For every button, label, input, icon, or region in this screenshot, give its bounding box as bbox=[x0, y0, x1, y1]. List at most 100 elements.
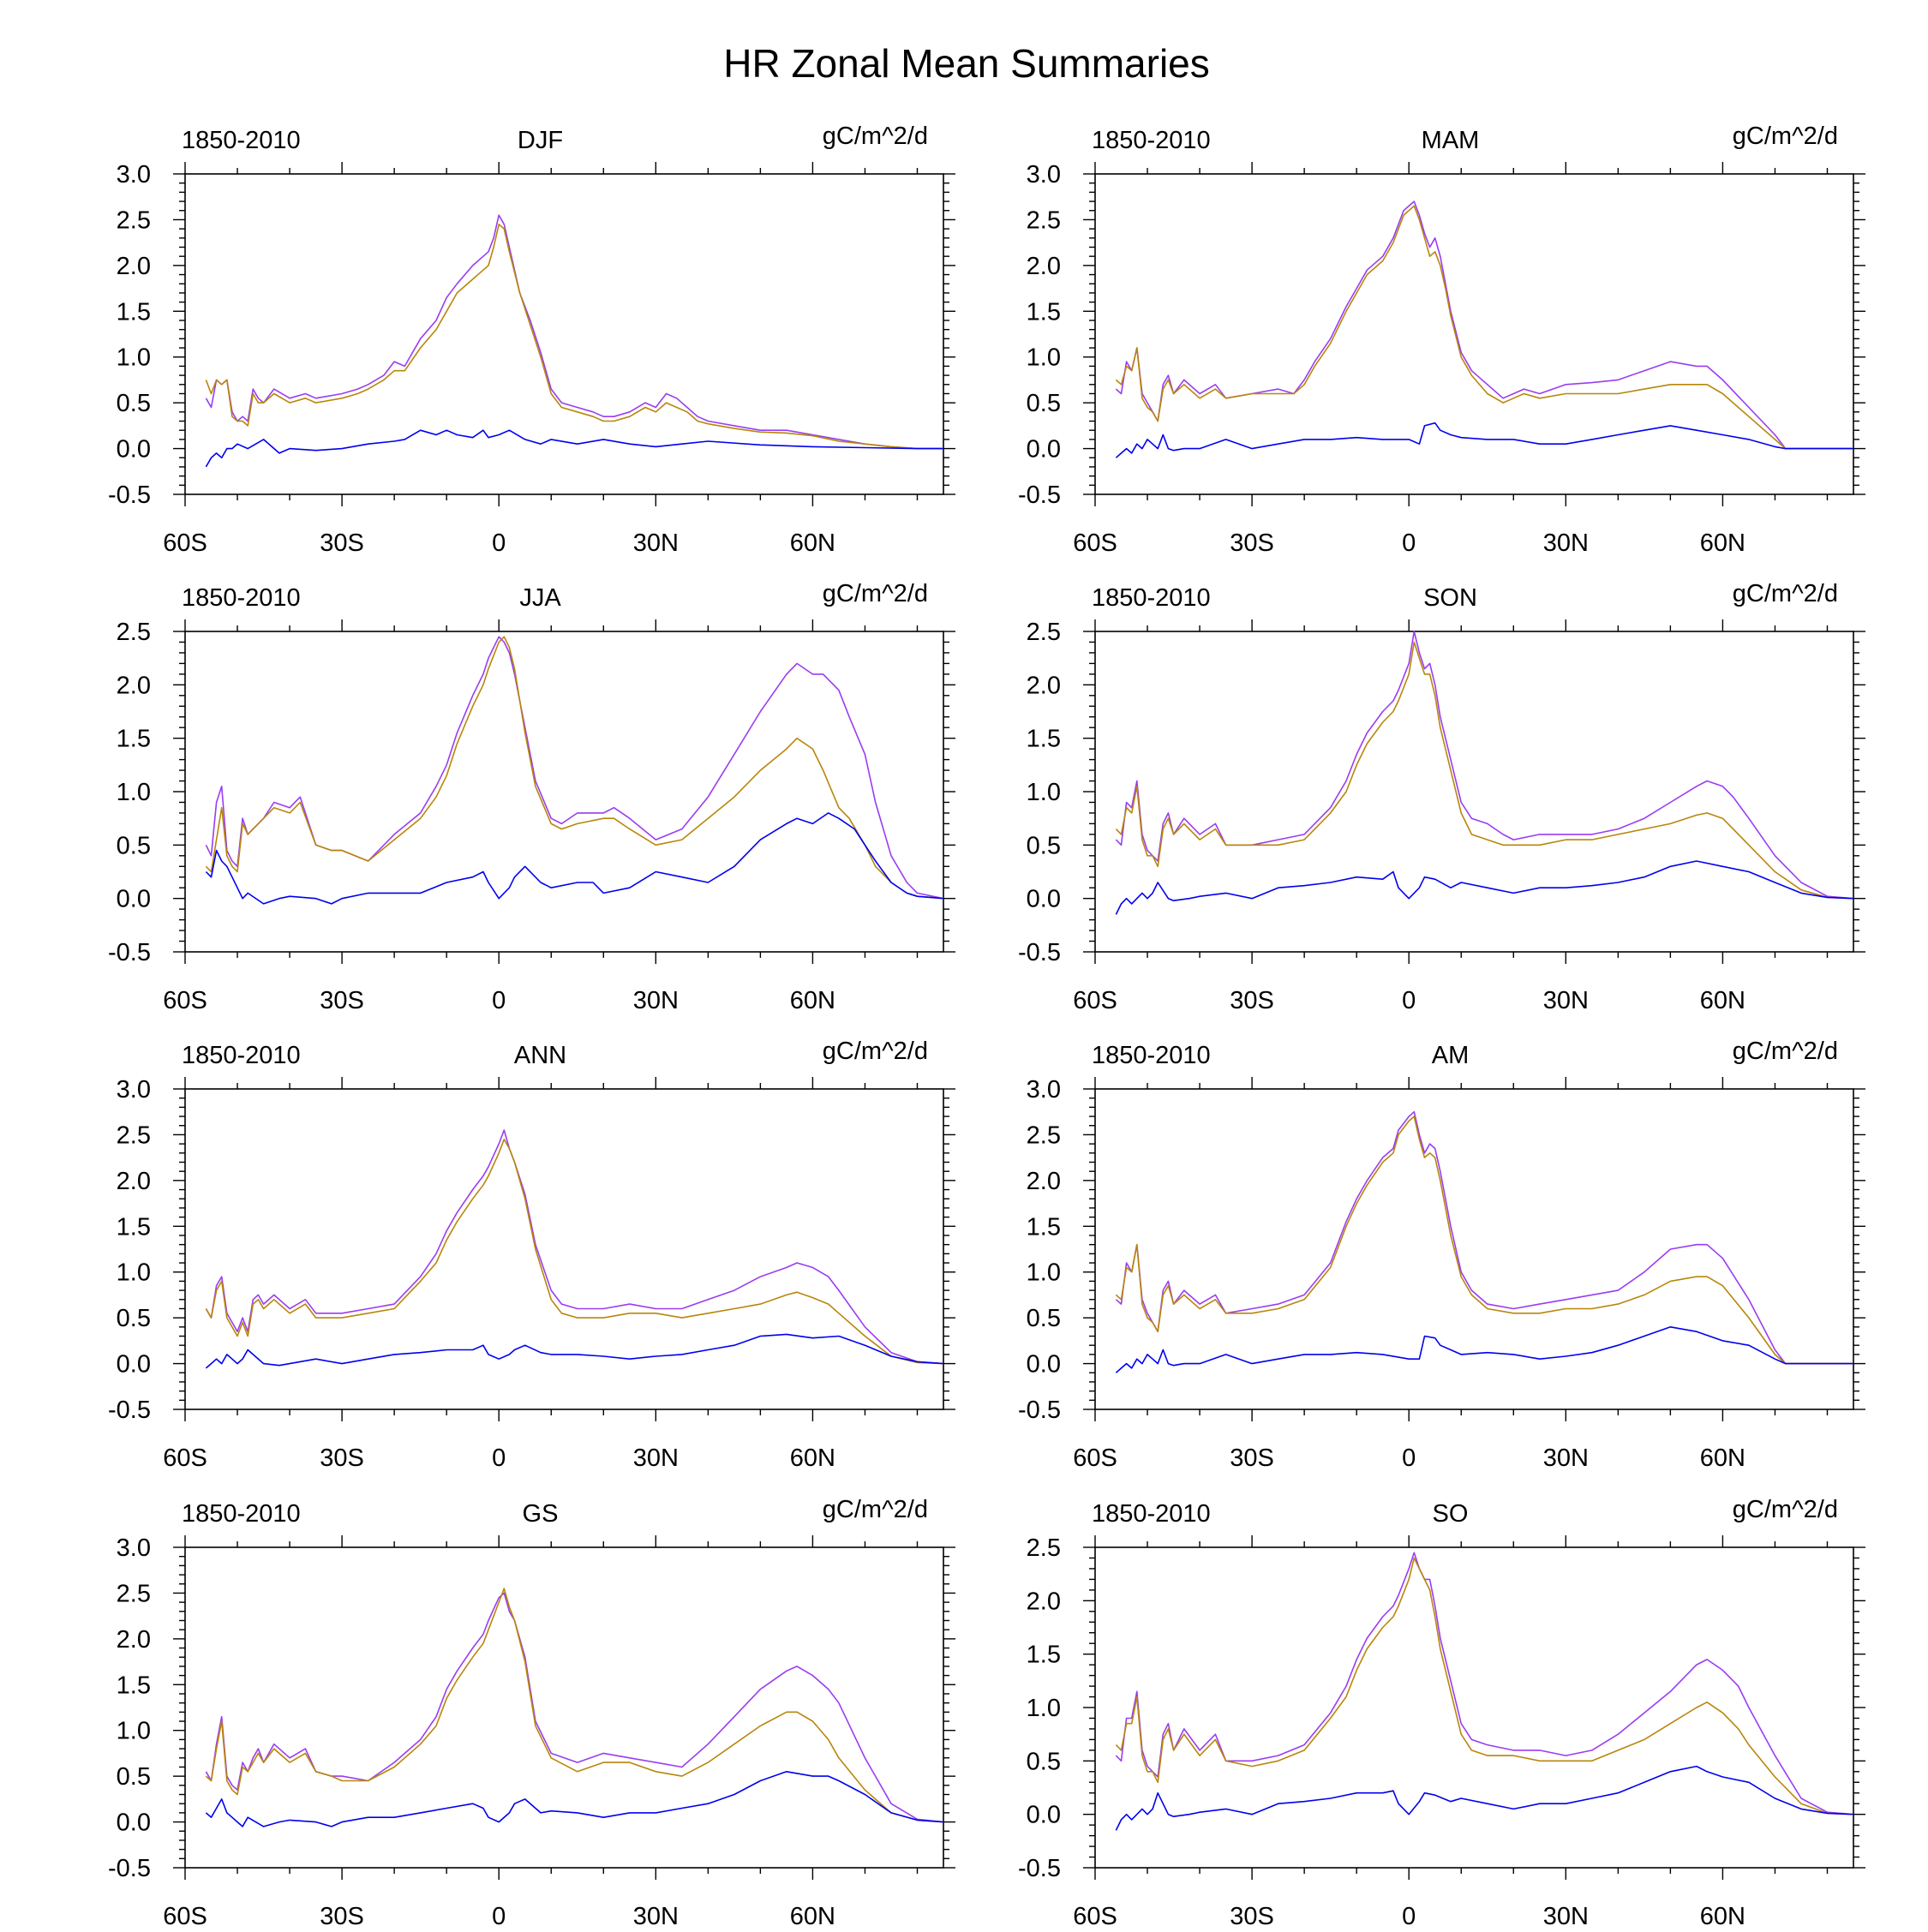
x-tick-label: 60S bbox=[163, 1903, 207, 1928]
y-tick-label: 1.5 bbox=[1027, 1642, 1061, 1669]
y-tick-label: 1.5 bbox=[1027, 726, 1061, 753]
panel-period-label: 1850-2010 bbox=[1092, 127, 1211, 154]
y-tick-label: 1.0 bbox=[117, 344, 151, 372]
x-tick-label: 0 bbox=[492, 1903, 506, 1928]
x-tick-label: 60N bbox=[790, 1445, 835, 1472]
panel-so: 1850-2010 SO gC/m^2/d 2.5 2.0 1.5 1.0 0.5 0.0 -0.… bbox=[1018, 1496, 1865, 1930]
x-tick-label: 30S bbox=[1230, 1903, 1274, 1928]
x-tick-label: 30N bbox=[633, 1445, 679, 1472]
series-line-blue bbox=[205, 429, 943, 468]
y-tick-label: 0.0 bbox=[1027, 436, 1061, 464]
panel-mam: 1850-2010 MAM gC/m^2/d 3.0 2.5 2.0 1.5 1.0 0.5 0.… bbox=[1018, 123, 1865, 557]
y-tick-label: 2.0 bbox=[117, 672, 151, 699]
plot-frame bbox=[184, 1546, 944, 1869]
x-tick-label: 30N bbox=[633, 987, 679, 1014]
y-tick-label: -0.5 bbox=[108, 1397, 151, 1424]
y-tick-label: 1.5 bbox=[117, 1213, 151, 1241]
y-tick-label: 1.0 bbox=[1027, 779, 1061, 806]
y-tick-label: 0.5 bbox=[117, 390, 151, 417]
panel-am: 1850-2010 AM gC/m^2/d 3.0 2.5 2.0 1.5 1.0 0.5 0.0… bbox=[1018, 1038, 1865, 1472]
y-tick-label: 0.5 bbox=[117, 1763, 151, 1791]
y-tick-label: 2.5 bbox=[1027, 206, 1061, 234]
series-line-blue bbox=[205, 812, 944, 905]
y-tick-label: 1.0 bbox=[1027, 1695, 1061, 1722]
y-tick-label: 1.0 bbox=[117, 1259, 151, 1287]
series-line-blue bbox=[1115, 1326, 1853, 1373]
y-tick-label: 2.5 bbox=[117, 1580, 151, 1607]
y-tick-label: 2.0 bbox=[117, 1168, 151, 1195]
y-tick-label: -0.5 bbox=[108, 1855, 151, 1882]
x-tick-label: 0 bbox=[1402, 529, 1416, 557]
series-line-blue bbox=[1115, 860, 1854, 915]
panel-son: 1850-2010 SON gC/m^2/d 2.5 2.0 1.5 1.0 0.5 0.0 -0… bbox=[1018, 580, 1865, 1014]
series-line-blue bbox=[1115, 1765, 1854, 1831]
series-line-purple bbox=[205, 636, 944, 900]
plot-frame bbox=[1094, 631, 1854, 953]
panel-season-title: ANN bbox=[514, 1042, 566, 1069]
series-line-gold bbox=[1115, 641, 1854, 900]
y-tick-label: -0.5 bbox=[1018, 1855, 1061, 1882]
y-tick-label: 2.0 bbox=[117, 253, 151, 280]
y-tick-label: 2.0 bbox=[1027, 1168, 1061, 1195]
plot-frame bbox=[184, 631, 944, 953]
y-tick-label: 0.5 bbox=[1027, 390, 1061, 417]
x-tick-label: 30S bbox=[1230, 1445, 1274, 1472]
y-tick-label: 0.0 bbox=[1027, 886, 1061, 913]
x-tick-label: 0 bbox=[1402, 987, 1416, 1014]
y-tick-label: 3.0 bbox=[117, 1534, 151, 1562]
series-line-gold bbox=[205, 223, 943, 450]
x-tick-label: 60N bbox=[1700, 529, 1745, 557]
x-tick-label: 60S bbox=[1073, 529, 1117, 557]
y-tick-label: 3.0 bbox=[1027, 1076, 1061, 1104]
series-line-purple bbox=[1115, 200, 1853, 450]
panel-units-label: gC/m^2/d bbox=[823, 1038, 928, 1065]
y-tick-label: 0.0 bbox=[117, 886, 151, 913]
x-tick-label: 30N bbox=[1543, 529, 1589, 557]
y-tick-label: 2.5 bbox=[117, 206, 151, 234]
x-tick-label: 60S bbox=[1073, 987, 1117, 1014]
x-tick-label: 30N bbox=[1543, 1445, 1589, 1472]
y-tick-label: -0.5 bbox=[108, 939, 151, 966]
series-line-gold bbox=[1115, 205, 1853, 450]
panel-period-label: 1850-2010 bbox=[182, 1042, 301, 1069]
y-tick-label: 3.0 bbox=[117, 1076, 151, 1104]
x-tick-label: 60S bbox=[1073, 1445, 1117, 1472]
panel-season-title: JJA bbox=[519, 584, 561, 612]
panel-period-label: 1850-2010 bbox=[182, 127, 301, 154]
panel-period-label: 1850-2010 bbox=[1092, 1042, 1211, 1069]
x-tick-label: 0 bbox=[492, 1445, 506, 1472]
x-tick-label: 60N bbox=[1700, 1445, 1745, 1472]
y-tick-label: 1.0 bbox=[117, 779, 151, 806]
panel-units-label: gC/m^2/d bbox=[1733, 123, 1838, 150]
x-tick-label: 30N bbox=[633, 1903, 679, 1928]
y-tick-label: 2.5 bbox=[117, 1122, 151, 1149]
y-tick-label: -0.5 bbox=[1018, 482, 1061, 509]
x-tick-label: 60S bbox=[1073, 1903, 1117, 1928]
y-tick-label: 0.5 bbox=[1027, 1748, 1061, 1775]
panel-season-title: SO bbox=[1433, 1500, 1469, 1528]
y-tick-label: 2.5 bbox=[117, 619, 151, 646]
x-tick-label: 60S bbox=[163, 529, 207, 557]
x-tick-label: 30S bbox=[1230, 529, 1274, 557]
series-line-gold bbox=[205, 636, 944, 900]
panel-period-label: 1850-2010 bbox=[182, 1500, 301, 1528]
series-line-gold bbox=[1115, 1557, 1854, 1815]
x-tick-label: 60N bbox=[1700, 1903, 1745, 1928]
panel-units-label: gC/m^2/d bbox=[1733, 580, 1838, 607]
y-tick-label: 0.5 bbox=[117, 832, 151, 859]
series-line-purple bbox=[1115, 631, 1854, 900]
plot-frame bbox=[1094, 1088, 1854, 1410]
y-tick-label: 1.5 bbox=[1027, 1213, 1061, 1241]
y-tick-label: 2.0 bbox=[1027, 1588, 1061, 1615]
series-line-purple bbox=[205, 1129, 944, 1365]
x-tick-label: 60N bbox=[1700, 987, 1745, 1014]
panel-units-label: gC/m^2/d bbox=[823, 580, 928, 607]
y-tick-label: 2.0 bbox=[117, 1626, 151, 1654]
y-tick-label: 1.5 bbox=[117, 726, 151, 753]
y-tick-label: 0.5 bbox=[1027, 1305, 1061, 1332]
x-tick-label: 60N bbox=[790, 529, 835, 557]
series-line-purple bbox=[1115, 1552, 1854, 1815]
y-tick-label: 0.0 bbox=[1027, 1802, 1061, 1829]
